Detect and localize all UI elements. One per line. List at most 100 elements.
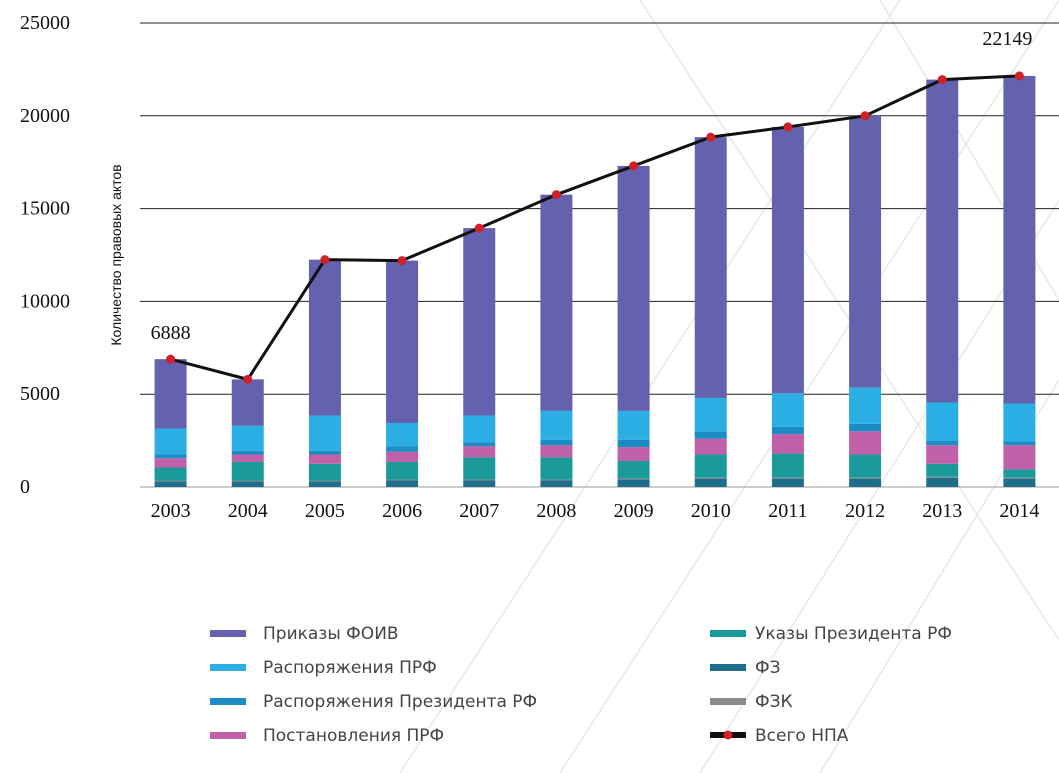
bar-segment	[231, 425, 264, 451]
bar-segment	[926, 79, 959, 403]
bar-segment	[1003, 445, 1036, 470]
bar-segment	[308, 481, 341, 487]
bar-segment	[849, 454, 882, 478]
bar-segment	[231, 454, 264, 462]
bar-segment	[926, 445, 959, 464]
total-marker	[1014, 71, 1024, 81]
bar-segment	[308, 463, 341, 481]
bar-segment	[463, 479, 496, 481]
data-label: 6888	[151, 322, 191, 344]
bar-segment	[154, 359, 187, 429]
bar-segment	[849, 431, 882, 455]
bar-segment	[617, 165, 650, 411]
bar-segment	[1003, 75, 1036, 404]
bar-segment	[849, 387, 882, 424]
bar-segment	[849, 477, 882, 479]
legend-swatch	[710, 698, 746, 705]
bar-segment	[771, 453, 804, 478]
bar-segment	[617, 447, 650, 462]
bar-segment	[771, 126, 804, 394]
bar-segment	[926, 476, 959, 478]
total-marker	[320, 255, 330, 265]
background-lines	[399, 0, 1059, 773]
x-tick-label: 2009	[614, 500, 654, 522]
y-tick-label: 20000	[20, 105, 70, 127]
total-marker	[474, 223, 484, 233]
bar-segment	[540, 480, 573, 487]
bar-segment	[463, 480, 496, 487]
bar-segment	[694, 478, 727, 487]
legend-label: ФЗК	[755, 692, 793, 712]
bar-segment	[386, 479, 419, 481]
bar-segment	[926, 477, 959, 487]
x-tick-label: 2010	[691, 500, 731, 522]
total-marker	[551, 190, 561, 200]
y-tick-label: 10000	[20, 290, 70, 312]
bar-segment	[694, 137, 727, 398]
bar-segment	[386, 446, 419, 452]
bar-segment	[1003, 441, 1036, 446]
x-tick-label: 2014	[999, 500, 1039, 522]
total-line	[170, 74, 1020, 382]
bar-segment	[308, 415, 341, 451]
y-tick-label: 0	[20, 476, 30, 498]
total-marker	[397, 256, 407, 266]
bar-segment	[540, 445, 573, 458]
bar-segment	[1003, 403, 1036, 442]
legend-label: Указы Президента РФ	[755, 624, 952, 644]
legend-marker	[723, 730, 733, 740]
bar-segment	[849, 423, 882, 432]
bar-segment	[386, 461, 419, 480]
x-tick-label: 2007	[459, 500, 499, 522]
bar-segment	[771, 426, 804, 435]
legend-label: Распоряжения ПРФ	[263, 658, 437, 678]
bar-segment	[771, 478, 804, 487]
bar-segment	[154, 480, 187, 482]
bar-segment	[540, 479, 573, 481]
bar-segment	[231, 450, 264, 455]
total-marker	[706, 132, 716, 142]
bar-segment	[694, 438, 727, 455]
bar-segment	[771, 393, 804, 427]
total-marker	[937, 75, 947, 85]
total-marker	[243, 374, 253, 384]
bar-segment	[463, 415, 496, 443]
total-marker	[783, 122, 793, 132]
total-marker	[860, 111, 870, 121]
bar-segment	[694, 431, 727, 439]
bar-segment	[617, 410, 650, 440]
bar-segment	[771, 477, 804, 479]
bar-segment	[540, 410, 573, 440]
bar-segment	[926, 440, 959, 446]
bar-segment	[926, 463, 959, 477]
bar-segment	[154, 428, 187, 455]
bar-segment	[308, 454, 341, 464]
bar-segment	[849, 115, 882, 388]
legend-swatch	[210, 698, 246, 705]
bar-segment	[694, 397, 727, 432]
bar-segment	[231, 480, 264, 482]
bar-segment	[1003, 478, 1036, 487]
bar-segment	[386, 422, 419, 447]
legend-swatch	[710, 664, 746, 671]
legend-swatch	[210, 630, 246, 637]
legend-swatch	[210, 732, 246, 739]
bar-segment	[1003, 477, 1036, 479]
legend-label: Распоряжения Президента РФ	[263, 692, 537, 712]
y-axis-title: Количество правовых актов	[108, 164, 124, 345]
legend-label: ФЗ	[755, 658, 781, 678]
bar-segment	[308, 450, 341, 455]
bar-segment	[849, 478, 882, 487]
bar-segment	[463, 446, 496, 458]
total-marker	[629, 161, 639, 171]
bar-segment	[463, 442, 496, 447]
bar-segment	[154, 454, 187, 459]
bar-segment	[926, 402, 959, 441]
x-tick-label: 2012	[845, 500, 885, 522]
bar-segment	[540, 439, 573, 446]
legend-swatch	[210, 664, 246, 671]
bar-segment	[154, 467, 187, 481]
x-tick-label: 2004	[228, 500, 268, 522]
bar-segment	[154, 481, 187, 487]
